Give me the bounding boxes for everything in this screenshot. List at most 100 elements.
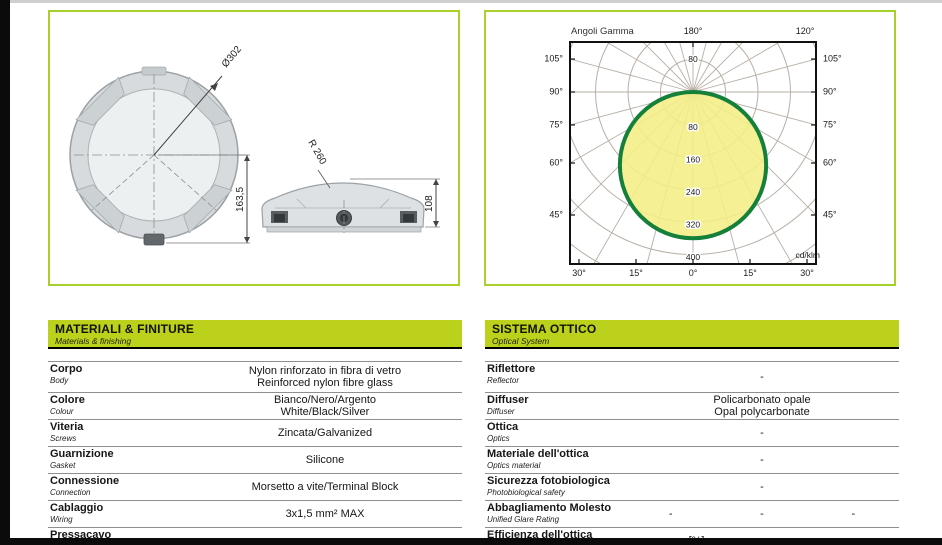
unit-label: cd/klm	[795, 250, 820, 260]
angle-label-left: 45°	[549, 209, 563, 219]
photometric-curve	[617, 90, 769, 241]
angle-label-bottom: 0°	[689, 268, 698, 278]
row-label: Connessione	[50, 475, 120, 487]
angle-label-left: 60°	[549, 157, 563, 167]
luminaire-dimension-drawing: Ø302 163,5	[69, 44, 440, 246]
row-label-cell: Diffuser Diffuser	[485, 393, 625, 419]
ring-value-label: 80	[688, 122, 698, 132]
row-sublabel: Unified Glare Rating	[487, 515, 560, 524]
optics-table-header: SISTEMA OTTICO Optical System	[485, 320, 899, 349]
row-value: 3x1,5 mm² MAX	[285, 508, 365, 520]
optics-table: SISTEMA OTTICO Optical System Riflettore…	[485, 320, 899, 545]
row-value: Nylon rinforzato in fibra di vetro Reinfo…	[248, 365, 402, 389]
row-label-cell: Connessione Connection	[48, 474, 188, 500]
row-label-cell: Guarnizione Gasket	[48, 447, 188, 473]
dim-label-total-height: 163,5	[235, 187, 246, 212]
table-row: Diffuser Diffuser Policarbonato opale Opal …	[485, 393, 899, 420]
row-value: -	[760, 427, 764, 439]
materials-table-header: MATERIALI & FINITURE Materials & finishi…	[48, 320, 462, 349]
table-row: Viteria Screws Zincata/Galvanized	[48, 420, 462, 447]
table-row: Materiale dell'ottica Optics material -	[485, 447, 899, 474]
row-label: Sicurezza fotobiologica	[487, 475, 610, 487]
angle-label-bottom: 15°	[629, 268, 643, 278]
dimension-total-height: 163,5	[158, 154, 250, 244]
table-row: Guarnizione Gasket Silicone	[48, 447, 462, 474]
table-row: Abbagliamento Molesto Unified Glare Ratin…	[485, 501, 899, 528]
row-values: 3x1,5 mm² MAX	[188, 501, 462, 527]
photometry-frame: 80 80 160 240 320 400 105° 105° 90° 90° 75° 75° 60° 6…	[484, 10, 896, 286]
row-values: -	[625, 447, 899, 473]
table-row: Riflettore Reflector -	[485, 362, 899, 393]
dim-label-diameter: Ø302	[220, 44, 244, 70]
row-label: Riflettore	[487, 363, 536, 375]
chart-title: Angoli Gamma	[571, 26, 635, 37]
photometric-polar-chart: 80 80 160 240 320 400 105° 105° 90° 90° 75° 75° 60° 6…	[486, 12, 894, 289]
angle-label-bottom: 15°	[743, 268, 757, 278]
angle-label-left: 75°	[549, 119, 563, 129]
row-sublabel: Reflector	[487, 376, 520, 385]
ring-value-label: 320	[686, 219, 700, 229]
row-value: Morsetto a vite/Terminal Block	[251, 481, 399, 493]
row-label: Corpo	[50, 363, 83, 375]
row-label-cell: Sicurezza fotobiologica Photobiological s…	[485, 474, 625, 500]
row-label-cell: Corpo Body	[48, 362, 188, 392]
row-value: Bianco/Nero/Argento White/Black/Silver	[273, 394, 377, 418]
ring-value-label: 240	[686, 187, 700, 197]
angle-label-right: 90°	[823, 86, 837, 96]
row-label: Abbagliamento Molesto	[487, 502, 612, 514]
row-label-cell: Riflettore Reflector	[485, 362, 625, 392]
row-value: -	[760, 508, 764, 520]
row-label-cell: Materiale dell'ottica Optics material	[485, 447, 625, 473]
top-view: Ø302 163,5	[69, 44, 250, 246]
angle-label-bottom: 30°	[572, 268, 586, 278]
optics-table-rows: Riflettore Reflector - Diffuser Diffuser Poli…	[485, 361, 899, 545]
row-values: Silicone	[188, 447, 462, 473]
angle-label-top-center: 180°	[684, 26, 703, 36]
ring-value-label: 80	[688, 54, 698, 64]
row-values: -	[625, 362, 899, 392]
row-sublabel: Wiring	[50, 515, 73, 524]
materials-table: MATERIALI & FINITURE Materials & finishi…	[48, 320, 462, 545]
dimension-radius: R 260	[305, 138, 331, 189]
row-label-cell: Abbagliamento Molesto Unified Glare Ratin…	[485, 501, 625, 527]
row-label: Cablaggio	[50, 502, 104, 514]
row-values: -	[625, 420, 899, 446]
row-sublabel: Optics	[487, 434, 510, 443]
row-value: Zincata/Galvanized	[277, 427, 373, 439]
angle-label-right: 75°	[823, 119, 837, 129]
row-sublabel: Body	[50, 376, 69, 385]
angle-label-bottom: 30°	[800, 268, 814, 278]
table-row: Ottica Optics -	[485, 420, 899, 447]
row-sublabel: Gasket	[50, 461, 76, 470]
row-value: -	[760, 371, 764, 383]
row-label: Ottica	[487, 421, 519, 433]
cable-gland-bottom	[143, 233, 165, 246]
row-values: Nylon rinforzato in fibra di vetro Reinfo…	[188, 362, 462, 392]
angle-label-right: 60°	[823, 157, 837, 167]
row-values: Policarbonato opale Opal polycarbonate	[625, 393, 899, 419]
ring-value-label: 400	[686, 252, 700, 262]
row-value: Silicone	[305, 454, 345, 466]
page-top-edge	[10, 0, 942, 3]
materials-table-rows: Corpo Body Nylon rinforzato in fibra di ve…	[48, 361, 462, 545]
row-value: -	[760, 454, 764, 466]
table-row: Corpo Body Nylon rinforzato in fibra di ve…	[48, 362, 462, 393]
row-sublabel: Photobiological safety	[487, 488, 565, 497]
table-subtitle: Optical System	[492, 336, 550, 346]
row-label: Diffuser	[487, 394, 529, 406]
row-label: Viteria	[50, 421, 84, 433]
row-label-cell: Viteria Screws	[48, 420, 188, 446]
row-sublabel: Screws	[50, 434, 77, 443]
side-view: R 260 108	[261, 138, 440, 233]
page-left-edge	[0, 0, 10, 545]
row-value: Policarbonato opale Opal polycarbonate	[713, 394, 811, 418]
dimension-body-height: 108	[350, 178, 440, 228]
row-value: -	[760, 481, 764, 493]
row-sublabel: Optics material	[487, 461, 541, 470]
row-value: -	[851, 508, 856, 520]
angle-label-right: 45°	[823, 209, 837, 219]
row-sublabel: Colour	[50, 407, 74, 416]
row-values: ---	[625, 501, 899, 527]
table-row: Colore Colour Bianco/Nero/Argento White/Bla…	[48, 393, 462, 420]
